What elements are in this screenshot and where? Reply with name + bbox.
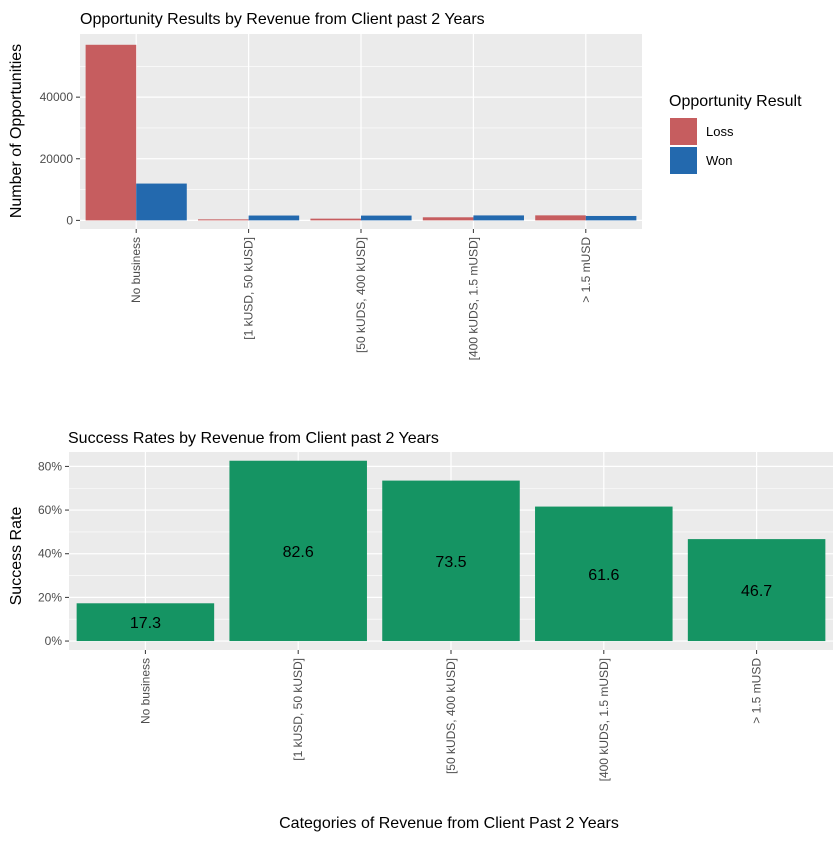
chart2-data-label: 61.6	[588, 567, 619, 584]
chart1-bar-loss	[310, 219, 361, 221]
chart2-xtick-label: [400 kUDS, 1.5 mUSD]	[597, 658, 611, 781]
legend-key-won	[670, 147, 697, 174]
legend-title: Opportunity Result	[669, 93, 802, 110]
chart1-bar-won	[136, 184, 187, 221]
chart2-ylabel: Success Rate	[8, 507, 25, 606]
chart2-data-label: 46.7	[741, 583, 772, 600]
chart2-data-label: 73.5	[435, 554, 466, 571]
chart2-data-label: 17.3	[130, 615, 161, 632]
chart1-xtick-label: No business	[129, 237, 143, 303]
chart1-bar-loss	[198, 219, 249, 220]
chart1-ytick-label: 0	[66, 213, 73, 227]
chart1-ytick-label: 20000	[40, 152, 74, 166]
chart1-xtick-label: [50 kUDS, 400 kUSD]	[354, 237, 368, 353]
chart1-xtick-label: [1 kUSD, 50 kUSD]	[242, 237, 256, 340]
chart1-bar-won	[361, 216, 412, 221]
legend-label-loss: Loss	[706, 124, 734, 139]
chart2-xlabel: Categories of Revenue from Client Past 2…	[279, 815, 619, 832]
chart1-xtick-label: [400 kUDS, 1.5 mUSD]	[466, 237, 480, 360]
chart1-bar-loss	[423, 217, 474, 220]
chart1-bar-won	[586, 216, 637, 220]
chart1-ytick-label: 40000	[40, 90, 74, 104]
chart2-xtick-label: > 1.5 mUSD	[750, 658, 764, 724]
chart2-xtick-label: [50 kUDS, 400 kUSD]	[444, 658, 458, 774]
chart1-title: Opportunity Results by Revenue from Clie…	[80, 11, 485, 28]
chart2-xtick-label: [1 kUSD, 50 kUSD]	[291, 658, 305, 761]
chart2-title: Success Rates by Revenue from Client pas…	[68, 430, 439, 447]
chart2-ytick-label: 60%	[38, 503, 62, 517]
chart1-xtick-label: > 1.5 mUSD	[579, 237, 593, 303]
chart1-bar-won	[249, 216, 300, 221]
chart1-ylabel: Number of Opportunities	[8, 44, 25, 218]
legend: Opportunity Result Loss Won	[669, 93, 802, 174]
chart2-ytick-label: 20%	[38, 590, 62, 604]
chart1-bar-loss	[86, 45, 137, 221]
chart2-ytick-label: 80%	[38, 459, 62, 473]
chart2-panel: 0% 20% 40% 60% 80% No business [1 kUSD, 50 kUS…	[38, 452, 833, 781]
chart1-panel: 0 20000 40000 No business [1 kUSD, 50 kUSD] […	[40, 34, 642, 360]
chart2-data-label: 82.6	[283, 544, 314, 561]
legend-label-won: Won	[706, 153, 733, 168]
chart2-ytick-label: 0%	[45, 634, 63, 648]
chart2-ytick-label: 40%	[38, 547, 62, 561]
chart2-xtick-label: No business	[138, 658, 152, 724]
chart1-bar-won	[473, 215, 524, 220]
chart1-bar-loss	[535, 215, 586, 220]
legend-key-loss	[670, 118, 697, 145]
